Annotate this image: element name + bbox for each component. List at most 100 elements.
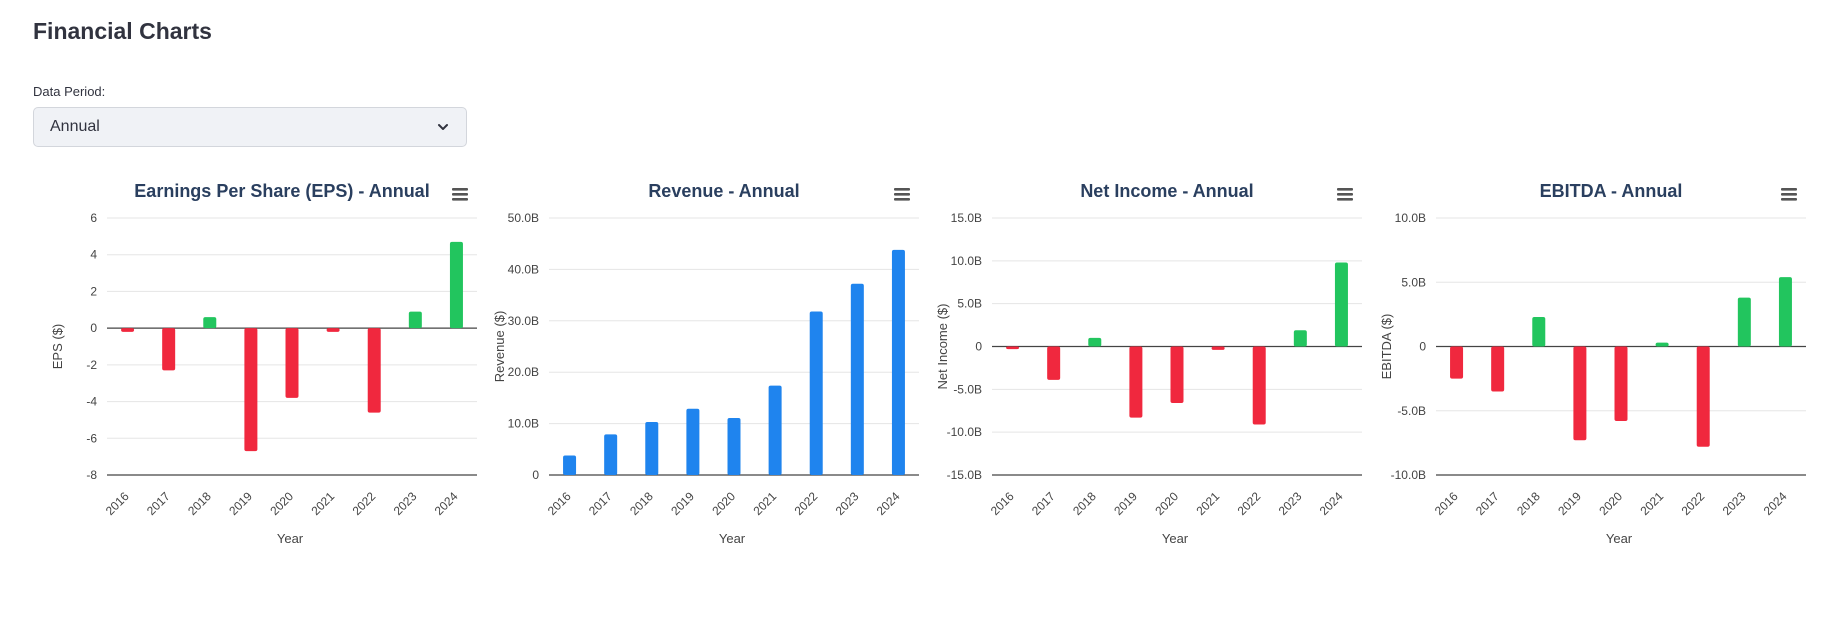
bar[interactable] [1211, 346, 1225, 350]
x-tick-label: 2023 [391, 489, 420, 518]
x-tick-label: 2016 [1432, 489, 1461, 518]
y-tick-label: -6 [86, 431, 97, 445]
bar[interactable] [686, 408, 700, 475]
chart-title: EBITDA - Annual [1540, 181, 1683, 201]
y-tick-label: 10.0B [951, 254, 982, 268]
x-tick-label: 2024 [432, 489, 461, 518]
y-axis-title: EPS ($) [50, 324, 65, 370]
y-tick-label: 10.0B [508, 417, 539, 431]
bar[interactable] [285, 328, 299, 398]
x-tick-label: 2022 [1679, 489, 1708, 518]
y-tick-label: -15.0B [947, 468, 982, 482]
bar[interactable] [121, 328, 135, 332]
x-tick-label: 2019 [1555, 489, 1584, 518]
bar[interactable] [1129, 346, 1143, 418]
x-tick-label: 2018 [185, 489, 214, 518]
bar[interactable] [1047, 346, 1061, 380]
x-tick-label: 2024 [1761, 489, 1790, 518]
x-axis-title: Year [1162, 531, 1189, 546]
x-tick-label: 2024 [874, 489, 903, 518]
x-tick-label: 2023 [1720, 489, 1749, 518]
y-tick-label: -5.0B [953, 382, 982, 396]
y-axis-title: EBITDA ($) [1379, 314, 1394, 380]
page-title: Financial Charts [33, 18, 212, 44]
x-tick-label: 2019 [1111, 489, 1140, 518]
bar[interactable] [1293, 330, 1307, 347]
bar[interactable] [1696, 346, 1710, 447]
x-tick-label: 2016 [103, 489, 132, 518]
bar[interactable] [1614, 346, 1628, 422]
bar[interactable] [1655, 342, 1669, 347]
y-tick-label: 0 [975, 340, 982, 354]
bar[interactable] [326, 328, 340, 332]
x-axis-title: Year [719, 531, 746, 546]
bar[interactable] [727, 417, 741, 475]
hamburger-menu-icon[interactable] [448, 184, 472, 206]
x-tick-label: 2020 [709, 489, 738, 518]
bar[interactable] [1170, 346, 1184, 404]
hamburger-menu-icon[interactable] [1777, 184, 1801, 206]
chart-svg: Earnings Per Share (EPS) - Annual -8 -6 -4 -… [50, 181, 477, 546]
y-axis-title: Revenue ($) [492, 311, 507, 383]
x-tick-label: 2023 [1276, 489, 1305, 518]
bar[interactable] [1491, 346, 1505, 392]
hamburger-menu-icon[interactable] [890, 184, 914, 206]
hamburger-menu-icon[interactable] [1333, 184, 1357, 206]
y-tick-label: -8 [86, 468, 97, 482]
x-tick-label: 2018 [627, 489, 656, 518]
bar[interactable] [449, 241, 463, 329]
x-tick-label: 2020 [1596, 489, 1625, 518]
x-tick-label: 2021 [1193, 489, 1222, 518]
bar[interactable] [244, 328, 258, 452]
bar[interactable] [891, 249, 905, 475]
x-tick-label: 2023 [833, 489, 862, 518]
bar[interactable] [1088, 337, 1102, 347]
x-tick-label: 2018 [1070, 489, 1099, 518]
bar[interactable] [162, 328, 176, 371]
x-tick-label: 2021 [308, 489, 337, 518]
data-period-label: Data Period: [33, 84, 106, 99]
x-tick-label: 2016 [988, 489, 1017, 518]
bar[interactable] [203, 317, 217, 329]
y-tick-label: 40.0B [508, 262, 539, 276]
y-tick-label: -10.0B [947, 425, 982, 439]
bar[interactable] [1252, 346, 1266, 425]
x-tick-label: 2022 [350, 489, 379, 518]
bar[interactable] [1006, 346, 1020, 350]
y-tick-label: -2 [86, 358, 97, 372]
x-tick-label: 2024 [1317, 489, 1346, 518]
x-tick-label: 2017 [586, 489, 615, 518]
chart-eps: Earnings Per Share (EPS) - Annual -8 -6 -4 -… [50, 170, 490, 610]
x-axis-title: Year [1606, 531, 1633, 546]
bar[interactable] [768, 385, 782, 475]
x-tick-label: 2021 [750, 489, 779, 518]
bar[interactable] [809, 311, 823, 475]
bar[interactable] [1334, 262, 1348, 347]
y-tick-label: 30.0B [508, 314, 539, 328]
bar[interactable] [1737, 297, 1751, 347]
bar[interactable] [645, 422, 659, 475]
data-period-select[interactable]: Annual [33, 107, 467, 147]
bar[interactable] [1450, 346, 1464, 379]
bar[interactable] [604, 434, 618, 475]
bar[interactable] [850, 283, 864, 475]
chart-svg: Net Income - Annual -15.0B -10.0B -5.0B 0 5.0… [935, 181, 1362, 546]
chevron-down-icon [436, 120, 450, 134]
bar[interactable] [563, 455, 577, 475]
bar[interactable] [408, 311, 422, 329]
x-tick-label: 2022 [1235, 489, 1264, 518]
y-tick-label: 10.0B [1395, 211, 1426, 225]
bar[interactable] [1532, 316, 1546, 347]
bar[interactable] [367, 328, 381, 413]
y-tick-label: 0 [90, 321, 97, 335]
x-tick-label: 2022 [792, 489, 821, 518]
x-axis-title: Year [277, 531, 304, 546]
y-tick-label: 50.0B [508, 211, 539, 225]
y-tick-label: 5.0B [957, 297, 982, 311]
bar[interactable] [1778, 277, 1792, 347]
bar[interactable] [1573, 346, 1587, 441]
y-tick-label: 6 [90, 211, 97, 225]
x-tick-label: 2021 [1637, 489, 1666, 518]
chart-title: Net Income - Annual [1080, 181, 1253, 201]
y-tick-label: 5.0B [1401, 275, 1426, 289]
